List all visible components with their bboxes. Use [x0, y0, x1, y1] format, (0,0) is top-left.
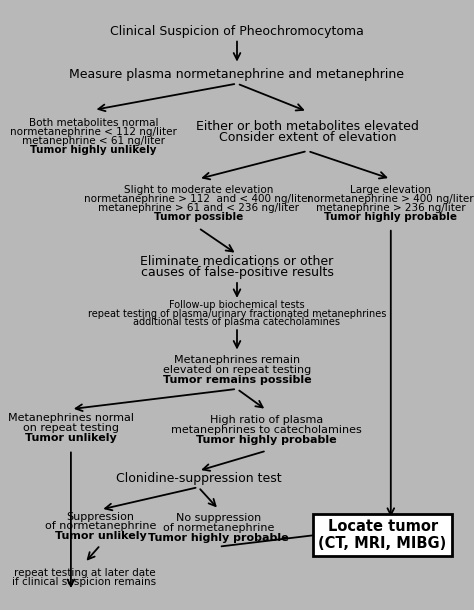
Text: metanephrine > 61 and < 236 ng/liter: metanephrine > 61 and < 236 ng/liter	[98, 203, 299, 214]
Text: Metanephrines normal: Metanephrines normal	[8, 414, 134, 423]
Text: High ratio of plasma: High ratio of plasma	[210, 415, 323, 425]
Text: elevated on repeat testing: elevated on repeat testing	[163, 365, 311, 375]
Text: Tumor unlikely: Tumor unlikely	[55, 531, 146, 541]
Text: repeat testing of plasma/urinary fractionated metanephrines: repeat testing of plasma/urinary fractio…	[88, 309, 386, 318]
Text: Tumor remains possible: Tumor remains possible	[163, 375, 311, 385]
Text: Metanephrines remain: Metanephrines remain	[174, 355, 300, 365]
Text: causes of false-positive results: causes of false-positive results	[141, 266, 333, 279]
Text: Tumor highly unlikely: Tumor highly unlikely	[30, 145, 157, 155]
Text: No suppression: No suppression	[176, 514, 262, 523]
Text: repeat testing at later date: repeat testing at later date	[14, 568, 155, 578]
Text: Slight to moderate elevation: Slight to moderate elevation	[124, 185, 273, 195]
Text: normetanephrine > 400 ng/liter: normetanephrine > 400 ng/liter	[308, 194, 474, 204]
Text: Large elevation: Large elevation	[350, 185, 431, 195]
Text: of normetanephrine: of normetanephrine	[45, 522, 156, 531]
Text: metanephrine < 61 ng/liter: metanephrine < 61 ng/liter	[22, 136, 165, 146]
Text: Consider extent of elevation: Consider extent of elevation	[219, 131, 396, 145]
Text: Tumor possible: Tumor possible	[154, 212, 243, 223]
Text: Eliminate medications or other: Eliminate medications or other	[140, 255, 334, 268]
Text: Suppression: Suppression	[66, 512, 135, 522]
Text: metanephrines to catecholamines: metanephrines to catecholamines	[171, 425, 362, 435]
Text: Clonidine-suppression test: Clonidine-suppression test	[116, 472, 281, 485]
Text: Clinical Suspicion of Pheochromocytoma: Clinical Suspicion of Pheochromocytoma	[110, 25, 364, 38]
Text: of normetanephrine: of normetanephrine	[163, 523, 274, 533]
Text: additional tests of plasma catecholamines: additional tests of plasma catecholamine…	[134, 317, 340, 328]
Text: Tumor unlikely: Tumor unlikely	[25, 433, 117, 443]
Text: normetanephrine > 112  and < 400 ng/liter: normetanephrine > 112 and < 400 ng/liter	[84, 194, 312, 204]
Text: Both metabolites normal: Both metabolites normal	[29, 118, 158, 127]
Text: Tumor highly probable: Tumor highly probable	[196, 435, 337, 445]
Text: metanephrine > 236 ng/liter: metanephrine > 236 ng/liter	[316, 203, 465, 214]
Text: Tumor highly probable: Tumor highly probable	[324, 212, 457, 223]
Text: normetanephrine < 112 ng/liter: normetanephrine < 112 ng/liter	[10, 127, 177, 137]
Text: Measure plasma normetanephrine and metanephrine: Measure plasma normetanephrine and metan…	[70, 68, 404, 81]
Text: Follow-up biochemical tests: Follow-up biochemical tests	[169, 300, 305, 310]
Text: Locate tumor
(CT, MRI, MIBG): Locate tumor (CT, MRI, MIBG)	[319, 518, 447, 551]
Text: on repeat testing: on repeat testing	[23, 423, 119, 433]
Text: Either or both metabolites elevated: Either or both metabolites elevated	[196, 120, 419, 134]
Text: if clinical suspicion remains: if clinical suspicion remains	[12, 577, 156, 587]
Text: Tumor highly probable: Tumor highly probable	[148, 533, 289, 543]
